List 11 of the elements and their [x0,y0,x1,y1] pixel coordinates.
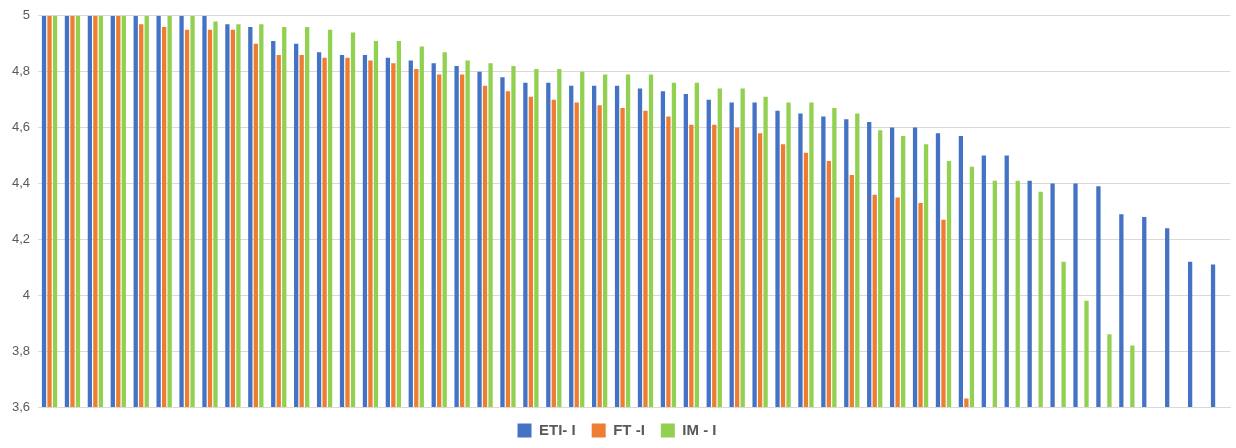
y-tick-label: 4,8 [11,63,31,79]
y-tick-label: 3,8 [11,342,31,358]
legend-label: ETI- I [539,420,576,438]
y-tick-label: 5 [22,7,31,23]
legend-label: IM - I [682,420,717,438]
y-tick-label: 4,4 [11,175,31,191]
legend-label: FT -I [613,420,645,438]
y-tick-label: 3,6 [11,398,31,414]
y-tick-label: 4 [22,286,31,302]
y-tick-label: 4,6 [11,119,31,135]
y-tick-label: 4,2 [11,230,31,246]
